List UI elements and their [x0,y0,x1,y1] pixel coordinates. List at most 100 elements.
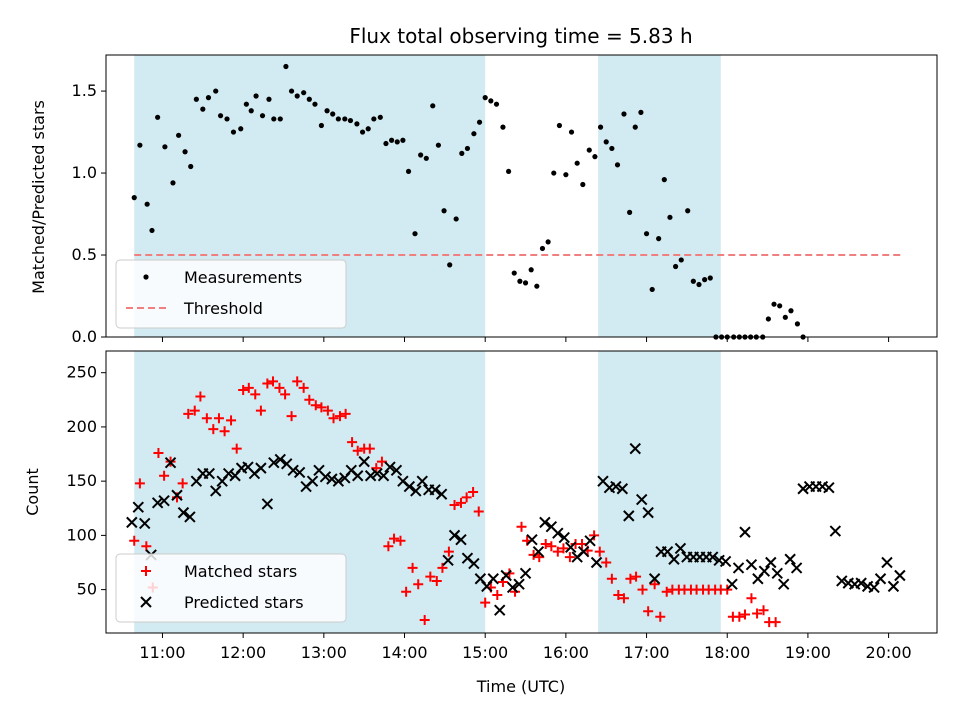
measurement-point [517,278,523,284]
matched-star-point [739,609,750,620]
measurement-point [656,236,662,242]
measurement-point [482,95,488,101]
measurement-point [354,121,360,127]
measurement-point [534,283,540,289]
predicted-star-point [797,483,809,495]
measurement-point [702,277,708,283]
x-tick-label: 20:00 [866,643,912,662]
measurement-point [137,142,143,148]
measurement-point [471,131,477,137]
measurement-point [453,216,459,222]
legend-box [115,553,347,623]
predicted-star-point [139,517,151,530]
predicted-star-point [416,475,428,487]
predicted-star-point [526,534,538,546]
axes-frame [105,350,938,634]
matched-star-point [201,413,212,424]
measurement-point [423,155,429,161]
measurement-point [405,168,412,175]
matched-star-point [577,539,588,550]
predicted-star-point [306,475,319,487]
measurement-point [205,95,212,101]
measurement-point [788,308,794,314]
predicted-star-point [203,467,215,480]
x-tick-label: 11:00 [139,643,185,662]
measurement-point [200,106,206,112]
matched-star-point [328,413,339,424]
matched-star-point [601,557,612,568]
legend-label: Threshold [183,299,263,318]
matched-star-point [334,411,345,422]
count-panel: 50 100 150 200 250 11:00 12:00 13:00 14:00 15:00 1… [66,350,938,662]
measurement-point [464,145,471,152]
measurement-point [586,147,592,153]
measurement-point [545,239,551,245]
x-tick-label: 14:00 [381,643,427,662]
predicted-star-point [352,470,364,482]
predicted-star-point [732,562,745,574]
matched-star-point [153,447,164,458]
measurement-point [765,316,771,322]
matched-star-point [159,470,170,481]
x-tick-label: 12:00 [220,643,266,662]
predicted-star-point [565,541,577,554]
y-tick-label: 1.5 [72,81,97,100]
matched-star-point [625,573,636,584]
matched-star-point [231,443,242,454]
ratio-panel: 0.0 0.5 1.0 1.5 Measurements Threshold [72,54,938,346]
x-tick-label: 16:00 [543,643,589,662]
measurement-point [277,116,283,122]
predicted-star-point [881,556,893,569]
y-tick-label: 0.5 [72,245,97,264]
matched-star-point [419,614,430,625]
matched-star-point [613,590,624,601]
measurement-point [365,126,371,132]
matched-star-point [407,562,418,573]
measurement-point [266,96,272,102]
predicted-star-point [836,575,848,587]
matched-star-point [455,497,466,508]
matched-star-point [255,405,266,416]
predicted-star-point [745,558,758,571]
matched-star-point [280,389,291,400]
measurement-point [794,321,801,327]
measurement-point [176,132,182,138]
legend-marker-predicted [140,596,152,608]
matched-star-point [425,571,436,582]
matched-star-point [347,437,358,448]
matched-star-point [243,382,254,393]
measurement-point [248,108,254,114]
matched-star-point [129,535,140,546]
matched-star-point [413,579,424,590]
predicted-star-point [868,581,880,594]
matched-star-point [310,400,321,411]
legend: Measurements Threshold [115,259,347,329]
x-tick-label: 19:00 [785,643,831,662]
predicted-star-point [519,567,532,580]
measurement-point [632,124,638,130]
predicted-star-point [184,511,196,523]
matched-star-point [395,535,406,546]
measurement-point [528,267,534,273]
measurement-point [162,144,168,150]
matched-star-point [631,571,642,582]
matched-star-point [183,408,194,419]
measurement-point [149,227,155,234]
matched-star-point [558,543,569,554]
predicted-star-point [468,557,480,570]
measurement-point [243,101,249,107]
measurement-point [568,129,575,135]
matched-star-point [643,606,654,617]
measurement-point [224,116,230,122]
predicted-star-point [668,553,680,565]
measurement-point [522,280,529,286]
predicted-star-point [261,498,274,510]
matched-star-point [262,378,273,389]
chart-title: Flux total observing time = 5.83 h [349,24,692,48]
predicted-star-point [829,525,842,537]
measurement-point [597,124,604,130]
matched-star-point [376,456,387,467]
predicted-star-point [500,569,512,582]
measurement-point [563,172,569,178]
